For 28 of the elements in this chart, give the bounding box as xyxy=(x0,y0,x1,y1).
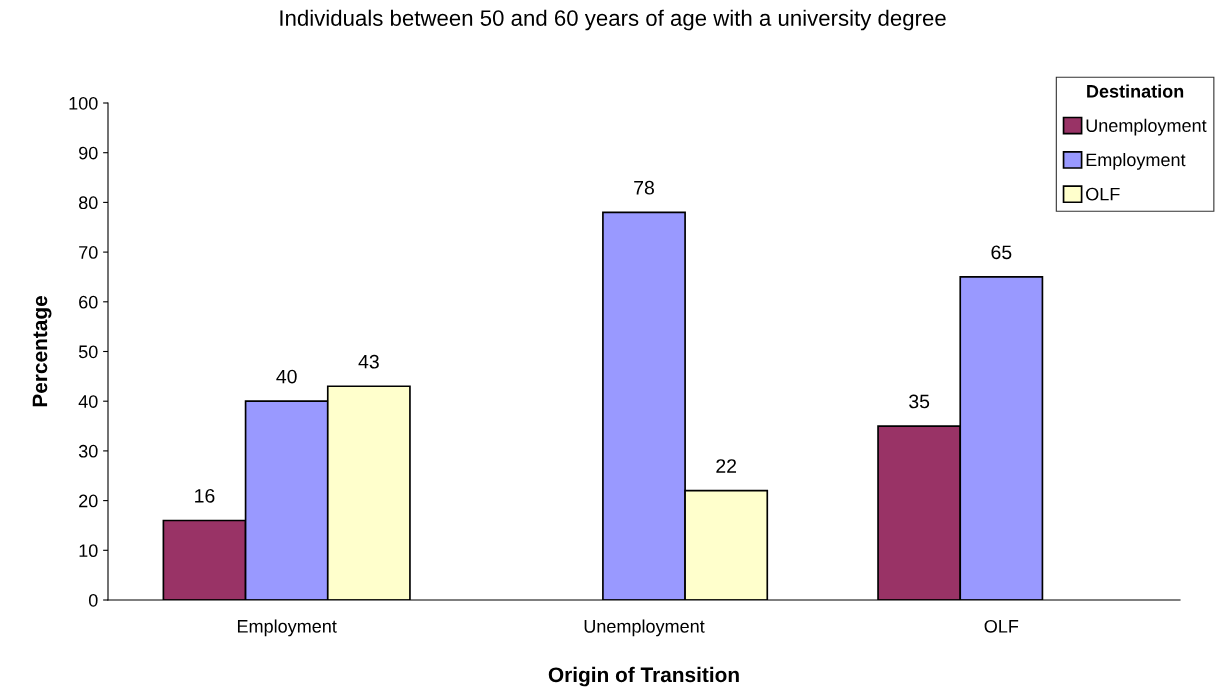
y-tick-label: 20 xyxy=(79,494,98,508)
y-tick-label: 40 xyxy=(78,395,98,408)
y-tick-label: 60 xyxy=(79,295,98,309)
x-tick-label: Employment xyxy=(237,619,337,637)
data-label: 65 xyxy=(991,245,1012,260)
data-label: 35 xyxy=(909,394,930,409)
data-label: 78 xyxy=(634,180,654,195)
y-tick-label: 90 xyxy=(79,146,98,160)
x-tick-label: OLF xyxy=(984,619,1019,633)
y-tick-label: 80 xyxy=(78,196,98,210)
legend-label: Employment xyxy=(1086,152,1186,170)
y-tick-label: 30 xyxy=(78,444,98,458)
y-tick-label: 0 xyxy=(88,593,98,607)
chart-subtitle: Individuals between 50 and 60 years of age with a university degree xyxy=(280,9,946,31)
y-tick-label: 70 xyxy=(79,246,98,259)
x-axis-title: Origin of Transition xyxy=(548,666,739,687)
y-tick-label: 50 xyxy=(78,345,98,359)
y-tick-label: 100 xyxy=(69,96,98,110)
legend-title: Destination xyxy=(1087,84,1184,98)
x-tick-label: Unemployment xyxy=(584,619,705,637)
legend-label: OLF xyxy=(1086,187,1120,201)
y-axis-title: Percentage xyxy=(32,296,52,407)
data-label: 22 xyxy=(716,459,737,473)
data-label: 16 xyxy=(195,488,215,503)
data-label: 43 xyxy=(358,354,379,369)
legend-label: Unemployment xyxy=(1086,118,1207,136)
y-tick-label: 10 xyxy=(79,544,98,558)
data-label: 40 xyxy=(276,369,297,384)
